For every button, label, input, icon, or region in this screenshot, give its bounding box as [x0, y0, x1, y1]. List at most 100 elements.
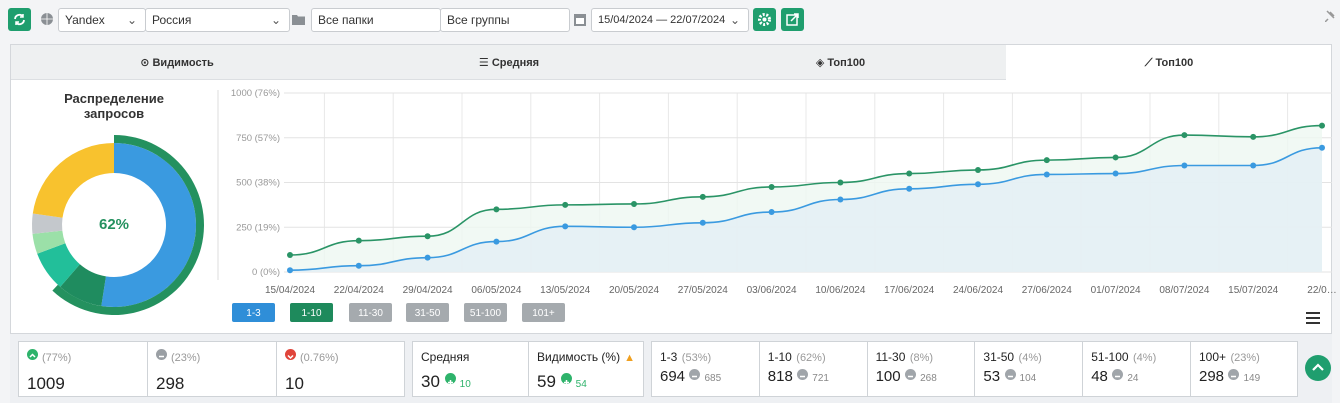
refresh-button[interactable]: [8, 8, 31, 31]
series-point: [768, 209, 775, 216]
donut-segment: [101, 143, 197, 307]
export-button[interactable]: [781, 8, 804, 31]
x-tick-label: 01/07/2024: [1091, 285, 1141, 296]
x-tick-label: 17/06/2024: [884, 285, 934, 296]
scroll-top-button[interactable]: [1305, 355, 1331, 381]
status-icon: [905, 369, 917, 380]
stat-cell: (0.76%) 10: [277, 342, 406, 396]
y-tick-label: 750 (57%): [236, 133, 280, 144]
series-point: [631, 224, 637, 231]
x-tick-label: 22/04/2024: [334, 285, 384, 296]
tab[interactable]: ☰ Средняя: [478, 57, 540, 69]
menu-icon[interactable]: [1306, 312, 1320, 324]
stat-value: 1009: [27, 374, 65, 393]
warning-icon: ▲: [624, 352, 635, 364]
summary-value: 30: [421, 372, 440, 391]
group-share: (23%): [1230, 352, 1260, 364]
x-tick-label: 22/0…: [1307, 285, 1336, 296]
icon-glyph: [1007, 375, 1013, 378]
summary-cell: Средняя 30 10: [413, 342, 529, 396]
group-head: 1-10 (62%): [768, 348, 859, 366]
stat-value: 298: [156, 374, 185, 393]
region-select[interactable]: Россия ⌄: [145, 8, 290, 32]
group-value: 100: [875, 368, 901, 385]
summary-head: Средняя: [421, 348, 520, 366]
series-point: [424, 233, 431, 240]
legend-button[interactable]: [464, 303, 507, 322]
settings-button[interactable]: [753, 8, 776, 31]
series-point: [699, 193, 706, 200]
series-point: [906, 185, 913, 192]
group-cell: 1-10 (62%) 818 721: [760, 342, 868, 396]
series-point: [1112, 154, 1119, 161]
series-point: [562, 223, 569, 230]
group-head: 31-50 (4%): [983, 348, 1074, 366]
series-point: [287, 251, 293, 258]
group-row: 100 268: [876, 368, 967, 386]
stat-cell: (23%) 298: [148, 342, 277, 396]
engine-select[interactable]: Yandex ⌄: [58, 8, 146, 32]
line-chart: 15/04/2024 22/04/2024 29/04/2024 06/05/2024…: [217, 88, 1337, 322]
x-tick-label: 06/05/2024: [471, 285, 521, 296]
group-label: 1-3: [660, 350, 678, 364]
summary-box: Средняя 30 10 Видимость (%) ▲ 59 54: [412, 341, 644, 397]
stat-cell: (77%) 1009: [19, 342, 148, 396]
y-tick-label: 250 (19%): [236, 222, 280, 233]
status-icon: [1004, 369, 1016, 380]
folders-input[interactable]: Все папки: [311, 8, 441, 32]
legend-button[interactable]: [406, 303, 449, 322]
legend-button[interactable]: [522, 303, 565, 322]
tab[interactable]: ⊙ Видимость: [140, 57, 214, 69]
donut-chart: 62%: [32, 135, 205, 315]
status-icon: [1228, 369, 1240, 380]
groups-input[interactable]: Все группы: [440, 8, 570, 32]
icon-glyph: [29, 353, 36, 358]
x-tick-label: 15/04/2024: [265, 285, 315, 296]
series-point: [355, 262, 362, 269]
x-tick-label: 15/07/2024: [1228, 285, 1278, 296]
x-tick-label: 29/04/2024: [403, 285, 453, 296]
series-point: [1112, 170, 1119, 177]
status-icon: [797, 369, 809, 380]
calendar-icon: [574, 14, 586, 26]
donut-center-label: 62%: [99, 216, 129, 233]
series-point: [1319, 122, 1325, 129]
legend-button[interactable]: [290, 303, 333, 322]
donut-segment: [37, 243, 80, 287]
group-label: 100+: [1199, 350, 1227, 364]
series-point: [837, 179, 844, 186]
icon-glyph: [800, 375, 806, 378]
summary-row: 59 54: [537, 372, 637, 392]
export-icon: [786, 13, 799, 26]
group-label: 51-100: [1091, 350, 1129, 364]
group-previous: 685: [704, 373, 722, 384]
donut-ring: [52, 135, 205, 315]
group-previous: 721: [812, 373, 829, 384]
icon-glyph: [447, 380, 453, 385]
series-point: [906, 170, 913, 177]
groups-box: 1-3 (53%) 694 685 1-10 (62%) 818 721 11-30 (…: [651, 341, 1298, 397]
arrow-up-icon: [1312, 363, 1324, 371]
y-tick-label: 500 (38%): [236, 178, 280, 189]
tab-active[interactable]: ⟋ Топ100: [1144, 57, 1194, 69]
summary-change: 54: [575, 379, 587, 390]
group-value: 48: [1091, 368, 1108, 385]
series-point: [768, 183, 775, 190]
legend-button[interactable]: [232, 303, 275, 322]
series-point: [699, 219, 706, 226]
group-previous: 24: [1127, 373, 1139, 384]
stat-value: 10: [285, 374, 304, 393]
group-cell: 1-3 (53%) 694 685: [652, 342, 760, 396]
date-range-select[interactable]: 15/04/2024 — 22/07/2024 ⌄: [591, 8, 749, 32]
donut-title: Распределение запросов: [64, 91, 164, 121]
tab-label: Средняя: [491, 57, 540, 69]
tab[interactable]: ◈ Топ100: [815, 57, 866, 69]
stat-share: (23%): [171, 352, 201, 364]
legend-label: 1-3: [246, 308, 261, 319]
legend-button[interactable]: [349, 303, 392, 322]
pin-icon[interactable]: [1325, 10, 1335, 22]
series-line: [289, 146, 1323, 272]
group-previous: 149: [1243, 373, 1261, 384]
icon-glyph: [1231, 375, 1237, 378]
summary-label: Видимость (%): [537, 350, 621, 364]
